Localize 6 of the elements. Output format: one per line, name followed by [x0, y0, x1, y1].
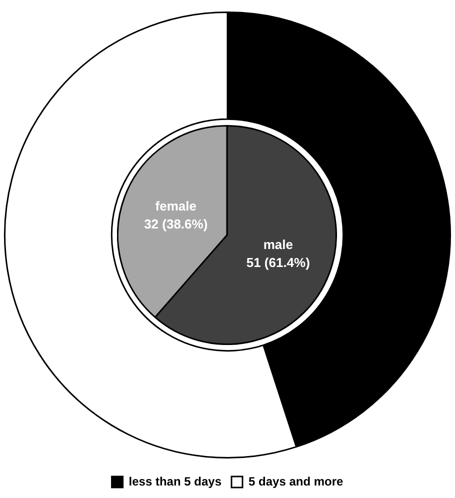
data-label: 32 (38.6%): [144, 216, 208, 232]
slice-label: male: [264, 236, 294, 252]
legend-label: less than 5 days: [128, 474, 222, 488]
data-label: 51 (61.4%): [246, 254, 310, 270]
slice-label: female: [156, 198, 197, 214]
legend-label: 5 days and more: [248, 474, 344, 488]
